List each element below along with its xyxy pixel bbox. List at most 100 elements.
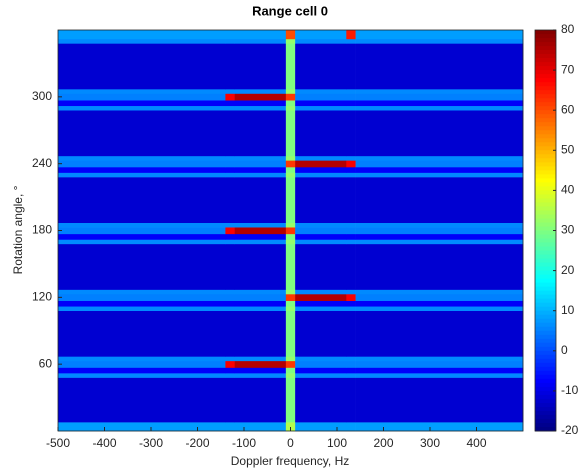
chart-title: Range cell 0 bbox=[252, 3, 328, 18]
colorbar-step bbox=[535, 286, 556, 292]
heatmap-cell bbox=[234, 377, 287, 423]
heatmap-cell bbox=[295, 356, 347, 362]
heatmap-cell bbox=[234, 93, 287, 101]
heatmap-cell bbox=[346, 243, 356, 290]
heatmap-cell bbox=[355, 300, 524, 307]
colorbar-step bbox=[535, 426, 556, 432]
heatmap-cell bbox=[355, 177, 524, 224]
heatmap-cell bbox=[346, 356, 356, 362]
heatmap-cell bbox=[285, 110, 296, 157]
heatmap-cell bbox=[285, 93, 296, 101]
heatmap-cell bbox=[346, 93, 356, 101]
heatmap-cell bbox=[295, 160, 347, 168]
heatmap-cell bbox=[355, 422, 524, 432]
heatmap-cell bbox=[355, 377, 524, 423]
colorbar-tick-label: 60 bbox=[561, 102, 575, 116]
heatmap-cell bbox=[295, 377, 347, 423]
heatmap-cell bbox=[285, 300, 296, 307]
y-tick-label: 240 bbox=[32, 156, 52, 170]
heatmap-cell bbox=[346, 239, 356, 245]
heatmap-cell bbox=[295, 30, 347, 40]
heatmap-cell bbox=[58, 356, 226, 362]
heatmap-cell bbox=[225, 167, 235, 173]
heatmap-cell bbox=[58, 243, 226, 290]
colorbar-step bbox=[535, 330, 556, 336]
heatmap-cell bbox=[295, 306, 347, 311]
colorbar-step bbox=[535, 50, 556, 55]
heatmap-cell bbox=[225, 172, 235, 178]
y-axis-label: Rotation angle, ° bbox=[11, 185, 25, 274]
heatmap-cell bbox=[285, 243, 296, 290]
y-tick-label: 60 bbox=[39, 356, 53, 370]
heatmap-cell bbox=[58, 93, 226, 101]
colorbar-step bbox=[535, 266, 556, 272]
heatmap-cell bbox=[295, 360, 347, 368]
heatmap-cell bbox=[225, 110, 235, 157]
heatmap-cell bbox=[285, 38, 296, 44]
colorbar-step bbox=[535, 222, 556, 227]
heatmap-cell bbox=[58, 167, 226, 173]
heatmap-cell bbox=[285, 30, 296, 40]
heatmap-cell bbox=[295, 100, 347, 107]
heatmap-cell bbox=[295, 155, 347, 161]
colorbar-step bbox=[535, 78, 556, 83]
colorbar-step bbox=[535, 334, 556, 340]
heatmap-cell bbox=[346, 43, 356, 90]
colorbar-step bbox=[535, 290, 556, 296]
heatmap-cell bbox=[285, 167, 296, 173]
heatmap-cell bbox=[285, 43, 296, 90]
colorbar-tick-label: 30 bbox=[561, 223, 575, 237]
heatmap-cell bbox=[234, 155, 287, 161]
heatmap-cell bbox=[285, 233, 296, 240]
x-tick-label: -100 bbox=[232, 436, 256, 450]
heatmap-cell bbox=[295, 310, 347, 357]
heatmap-cell bbox=[355, 100, 524, 107]
colorbar-step bbox=[535, 378, 556, 384]
heatmap-cell bbox=[295, 89, 347, 94]
heatmap-cell bbox=[355, 310, 524, 357]
heatmap-cell bbox=[355, 105, 524, 111]
heatmap-cell bbox=[58, 293, 226, 301]
heatmap-cell bbox=[346, 105, 356, 111]
colorbar-tick-label: 50 bbox=[561, 142, 575, 156]
heatmap-cell bbox=[234, 222, 287, 228]
heatmap-cell bbox=[295, 167, 347, 173]
colorbar-step bbox=[535, 62, 556, 67]
heatmap-cell bbox=[225, 105, 235, 111]
heatmap-cell bbox=[225, 233, 235, 240]
colorbar-step bbox=[535, 278, 556, 284]
heatmap-cell bbox=[234, 227, 287, 235]
heatmap-cell bbox=[225, 227, 235, 235]
colorbar-step bbox=[535, 150, 556, 155]
colorbar-tick-label: 0 bbox=[561, 343, 568, 357]
heatmap-cell bbox=[295, 233, 347, 240]
colorbar-step bbox=[535, 58, 556, 63]
heatmap-cell bbox=[285, 293, 296, 301]
heatmap-cell bbox=[355, 222, 524, 228]
heatmap-cell bbox=[295, 293, 347, 301]
colorbar-step bbox=[535, 102, 556, 107]
colorbar-step bbox=[535, 322, 556, 328]
colorbar-step bbox=[535, 122, 556, 127]
heatmap-cell bbox=[58, 373, 226, 378]
heatmap-cell bbox=[234, 289, 287, 295]
colorbar-step bbox=[535, 414, 556, 420]
x-tick-label: -200 bbox=[185, 436, 209, 450]
colorbar-step bbox=[535, 270, 556, 276]
heatmap-cell bbox=[346, 38, 356, 44]
heatmap-cell bbox=[58, 222, 226, 228]
heatmap-cell bbox=[225, 367, 235, 374]
colorbar-step bbox=[535, 162, 556, 167]
heatmap-cell bbox=[346, 293, 356, 301]
heatmap-cell bbox=[355, 233, 524, 240]
colorbar-step bbox=[535, 358, 556, 364]
colorbar-step bbox=[535, 318, 556, 324]
heatmap-cell bbox=[58, 155, 226, 161]
colorbar-step bbox=[535, 302, 556, 308]
heatmap-cell bbox=[225, 300, 235, 307]
heatmap-cell bbox=[295, 300, 347, 307]
colorbar-step bbox=[535, 218, 556, 223]
colorbar-step bbox=[535, 250, 556, 256]
heatmap-cell bbox=[295, 239, 347, 245]
